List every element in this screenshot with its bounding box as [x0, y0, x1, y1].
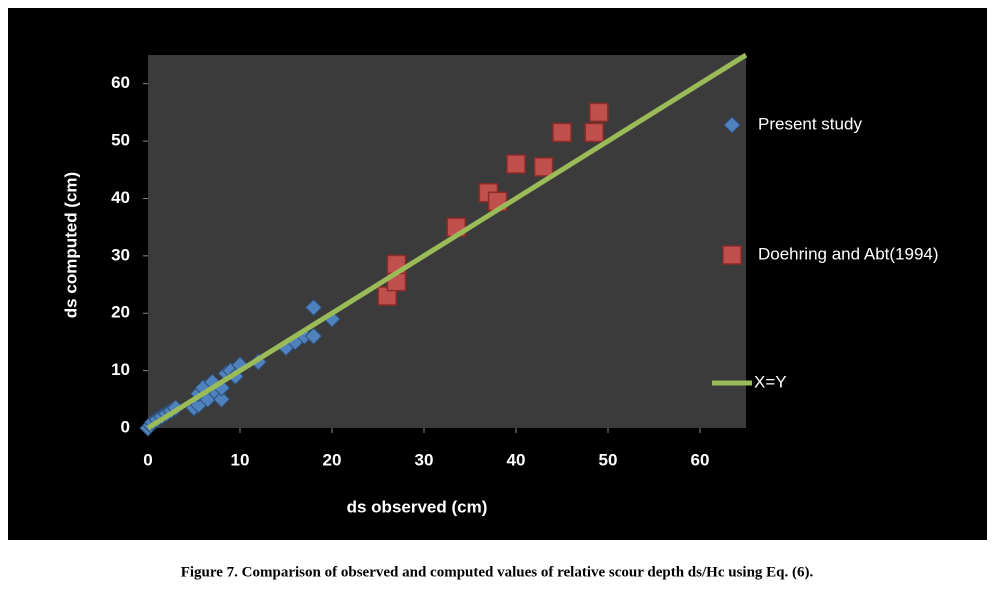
y-tick-label: 20 — [111, 303, 130, 322]
legend-label: X=Y — [754, 372, 787, 391]
y-tick-label: 40 — [111, 188, 130, 207]
y-tick-label: 30 — [111, 245, 130, 264]
point — [552, 122, 572, 143]
x-tick-label: 40 — [507, 450, 526, 469]
caption: Figure 7. Comparison of observed and com… — [181, 564, 814, 580]
legend-swatch — [722, 245, 742, 265]
legend-label: Present study — [758, 114, 862, 133]
point — [304, 298, 323, 317]
x-tick-label: 10 — [231, 450, 250, 469]
point — [533, 157, 554, 177]
x-tick-label: 60 — [691, 450, 710, 469]
y-tick-label: 10 — [111, 360, 130, 379]
x-tick-label: 30 — [415, 450, 434, 469]
x-tick-label: 50 — [599, 450, 618, 469]
legend-label: Doehring and Abt(1994) — [758, 244, 939, 263]
point — [589, 102, 609, 123]
identity-line — [146, 52, 748, 431]
y-axis-label: ds computed (cm) — [61, 172, 80, 318]
point — [304, 327, 323, 345]
y-tick-label: 0 — [121, 417, 130, 436]
point — [212, 390, 231, 409]
x-tick-label: 20 — [323, 450, 342, 469]
point — [506, 154, 526, 174]
y-tick-label: 60 — [111, 73, 130, 92]
y-tick-label: 50 — [111, 131, 130, 150]
x-tick-label: 0 — [143, 450, 152, 469]
point — [584, 122, 604, 143]
legend-swatch — [723, 116, 741, 134]
x-axis-label: ds observed (cm) — [347, 497, 488, 516]
